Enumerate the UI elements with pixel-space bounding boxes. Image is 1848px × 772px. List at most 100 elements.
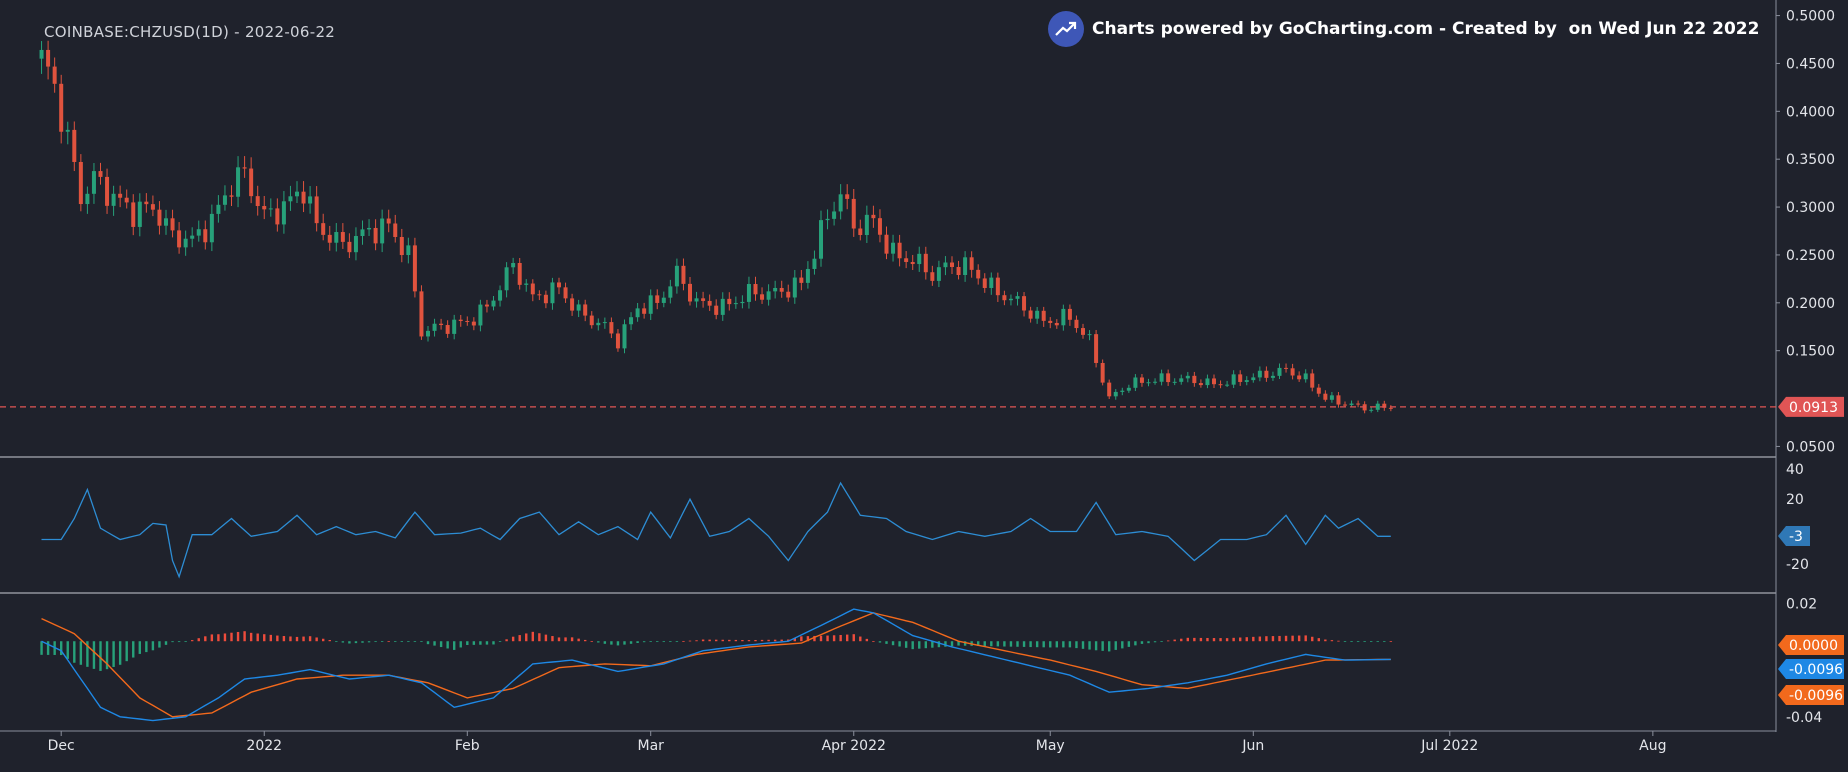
x-tick-label: Feb xyxy=(455,738,480,754)
candle-body xyxy=(950,262,954,267)
candle xyxy=(281,191,286,234)
price-panel[interactable] xyxy=(0,40,1776,414)
histogram-bar xyxy=(60,641,63,656)
candle-body xyxy=(1231,374,1236,385)
candle xyxy=(563,282,568,303)
candle xyxy=(596,318,601,331)
candle xyxy=(295,181,299,203)
candle-body xyxy=(439,323,444,326)
candle-body xyxy=(52,66,57,84)
candle-body xyxy=(1048,320,1053,323)
value-badge-bg xyxy=(1778,526,1810,546)
histogram-bar xyxy=(544,634,548,642)
candle xyxy=(1310,369,1315,392)
candle-body xyxy=(301,191,306,204)
candle xyxy=(1028,306,1033,323)
candle xyxy=(445,320,450,338)
candle xyxy=(1185,371,1190,383)
histogram-bar xyxy=(263,634,266,642)
histogram-bar xyxy=(538,633,541,642)
candle-body xyxy=(1388,407,1393,409)
candle-body xyxy=(517,262,522,285)
histogram-bar xyxy=(1160,641,1163,643)
candle-body xyxy=(1356,403,1361,405)
histogram-bar xyxy=(1153,641,1157,643)
histogram-bar xyxy=(597,641,600,643)
candle-body xyxy=(1205,378,1210,386)
value-badge-text: -0.0096 xyxy=(1789,688,1843,704)
candle xyxy=(46,40,51,80)
histogram-bar xyxy=(1324,639,1327,642)
candle-body xyxy=(877,218,882,235)
histogram-bar xyxy=(918,641,921,649)
candle-body xyxy=(773,287,778,292)
candle xyxy=(629,312,634,331)
histogram-bar xyxy=(996,641,1000,647)
candle-body xyxy=(530,283,535,295)
value-badge-text: 0.0913 xyxy=(1789,400,1838,416)
candle-body xyxy=(105,176,110,206)
candle xyxy=(864,205,869,243)
histogram-bar xyxy=(407,641,410,643)
candle-body xyxy=(688,283,692,302)
histogram-bar xyxy=(472,641,476,645)
brand-banner[interactable]: Charts powered by GoCharting.com - Creat… xyxy=(1048,11,1759,47)
histogram-bar xyxy=(1311,636,1314,642)
macd-panel[interactable] xyxy=(40,608,1393,722)
histogram-bar xyxy=(1376,641,1379,643)
candle-body xyxy=(340,232,345,242)
histogram-bar xyxy=(656,641,659,643)
histogram-bar xyxy=(282,636,286,642)
histogram-bar xyxy=(1140,641,1144,644)
candle xyxy=(183,230,188,256)
candle xyxy=(950,256,954,275)
candle xyxy=(1067,304,1072,326)
candle-body xyxy=(1094,334,1099,363)
candle xyxy=(1002,290,1007,306)
histogram-bar xyxy=(151,641,155,651)
candle xyxy=(1356,400,1361,408)
x-tick-label: 2022 xyxy=(246,738,282,754)
candle-body xyxy=(1002,295,1007,301)
candle xyxy=(1225,380,1230,388)
candle xyxy=(1100,359,1105,386)
candle xyxy=(740,295,745,309)
candle-body xyxy=(393,223,398,237)
histogram-bar xyxy=(1147,641,1150,644)
candle-body xyxy=(1081,328,1085,335)
histogram-bar xyxy=(708,639,711,642)
candle-body xyxy=(694,298,699,302)
candle xyxy=(825,209,830,230)
histogram-bar xyxy=(584,639,587,642)
candle xyxy=(766,284,771,306)
histogram-bar xyxy=(1094,641,1098,651)
candle xyxy=(1054,319,1059,329)
x-tick-label: Jun xyxy=(1241,738,1264,754)
candle-body xyxy=(923,253,928,273)
candle-body xyxy=(157,209,162,226)
cci-panel[interactable] xyxy=(41,481,1391,579)
value-badge-bg xyxy=(1778,635,1844,655)
histogram-bar xyxy=(177,641,181,643)
candle-body xyxy=(668,286,673,298)
candle-body xyxy=(78,161,83,205)
histogram-bar xyxy=(904,641,908,648)
candle xyxy=(216,195,221,223)
candle-body xyxy=(308,196,313,204)
value-badge-text: -0.0096 xyxy=(1789,662,1843,678)
histogram-bar xyxy=(1199,637,1203,642)
histogram-bar xyxy=(426,641,430,645)
candle-body xyxy=(268,208,273,210)
candle-body xyxy=(1264,370,1269,378)
histogram-bar xyxy=(1343,641,1347,643)
candle xyxy=(380,209,385,253)
histogram-bar xyxy=(439,641,443,648)
candle-body xyxy=(792,277,797,298)
candle-body xyxy=(46,49,51,67)
candle xyxy=(1303,369,1308,383)
histogram-bar xyxy=(891,641,895,646)
histogram-bar xyxy=(73,641,76,663)
candle xyxy=(340,223,345,249)
candle-body xyxy=(1277,367,1282,376)
